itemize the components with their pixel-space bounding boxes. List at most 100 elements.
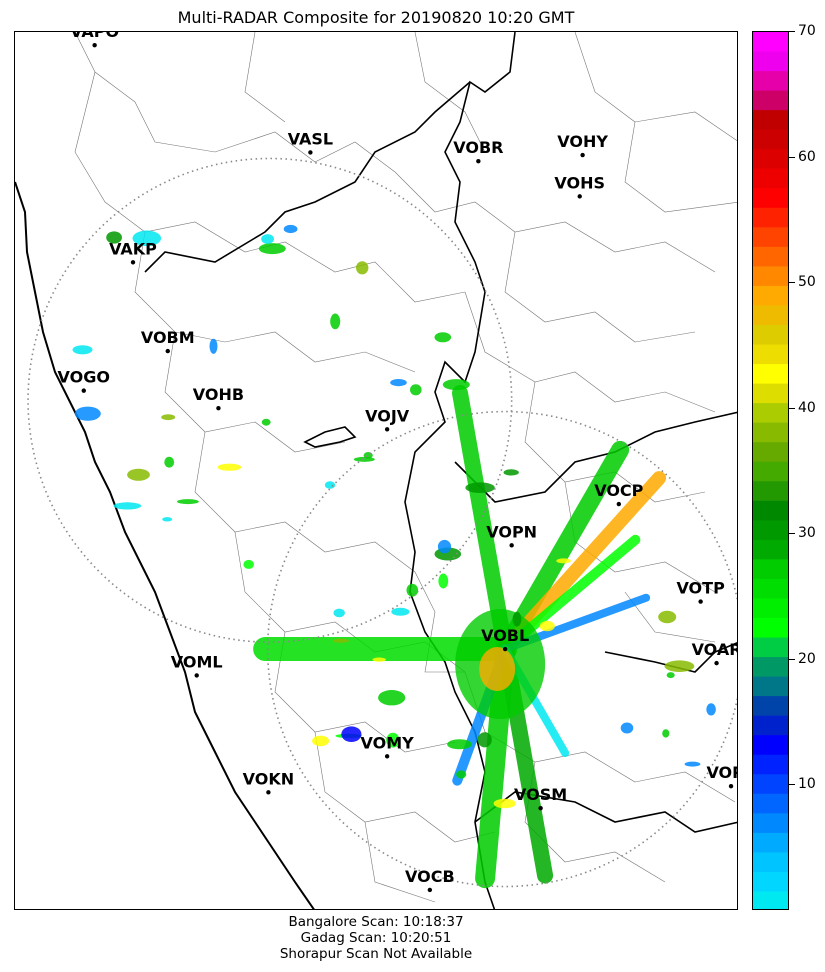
colorbar-tick-label: 30	[798, 525, 816, 542]
station-label-vobm: VOBM	[141, 328, 195, 347]
chart-title: Multi-RADAR Composite for 20190820 10:20…	[177, 8, 575, 27]
colorbar-segment	[753, 51, 788, 72]
echo-cell	[113, 502, 142, 510]
colorbar-segment	[753, 403, 788, 424]
colorbar-segment	[753, 774, 788, 795]
echo-cell	[386, 732, 400, 748]
colorbar-segment	[753, 539, 788, 560]
station-label-vohy: VOHY	[557, 132, 608, 151]
echo-cell	[161, 414, 176, 421]
echo-beam	[496, 440, 630, 659]
echo-cell	[127, 468, 150, 481]
echo-cell	[477, 732, 492, 748]
echo-cell	[164, 456, 175, 468]
colorbar-segment	[753, 149, 788, 170]
reflectivity-echoes	[72, 224, 716, 889]
colorbar-segment	[753, 383, 788, 404]
colorbar-segment	[753, 578, 788, 600]
echo-cell	[132, 230, 162, 247]
colorbar-tick-label: 20	[798, 650, 816, 667]
echo-cell	[456, 770, 467, 779]
echo-cell	[664, 660, 695, 672]
station-label-vobr: VOBR	[453, 138, 503, 157]
station-marker-vokn	[266, 790, 271, 795]
station-marker-vosm	[538, 805, 543, 811]
colorbar-segment	[753, 110, 788, 131]
radar-map-svg: VAPO VASL VOBR VOHY VOHS VAKP VOBM VOGO VOHB VOJV…	[15, 32, 737, 909]
echo-cell	[512, 611, 522, 627]
echo-cell	[410, 384, 422, 396]
station-label-vasl: VASL	[288, 129, 333, 148]
echo-cell	[390, 379, 407, 387]
echo-cell	[442, 379, 470, 391]
range-ring-gadag	[27, 157, 513, 643]
echo-cell	[658, 610, 677, 624]
colorbar-segment	[753, 637, 788, 658]
station-marker-vopc	[728, 783, 734, 789]
echo-cell	[333, 608, 345, 618]
echo-cell	[162, 517, 173, 522]
colorbar-segment	[753, 129, 788, 150]
colorbar-segment	[753, 735, 788, 756]
echo-cell	[662, 729, 670, 738]
colorbar-segment	[753, 676, 788, 697]
echo-cell	[332, 638, 349, 643]
echo-cell	[556, 558, 571, 564]
station-marker-voml	[194, 673, 199, 678]
echo-cell	[391, 607, 410, 616]
station-marker-voar	[714, 660, 719, 666]
scan-footer: Bangalore Scan: 10:18:37 Gadag Scan: 10:…	[14, 914, 738, 962]
echo-cell	[243, 559, 254, 569]
colorbar-segment	[753, 422, 788, 443]
colorbar-segment	[753, 598, 788, 619]
station-marker-vogo	[81, 388, 86, 393]
radar-stations: VAPO VASL VOBR VOHY VOHS VAKP VOBM VOGO VOHB VOJV…	[58, 32, 737, 893]
echo-cell	[261, 234, 274, 244]
station-marker-votp	[698, 599, 703, 604]
echo-cell	[503, 469, 519, 476]
echo-cell	[372, 657, 387, 662]
colorbar-segment	[753, 461, 788, 482]
coastline	[15, 181, 315, 909]
colorbar-segment	[753, 520, 788, 541]
colorbar-segment	[753, 32, 788, 53]
colorbar-svg	[753, 32, 788, 909]
colorbar-segment	[753, 481, 788, 502]
echo-cell	[261, 418, 271, 426]
state-borders	[144, 32, 737, 909]
colorbar-tick-mark	[789, 658, 795, 660]
colorbar-segment	[753, 754, 788, 775]
station-label-vobl: VOBL	[481, 626, 529, 645]
footer-line-bangalore-scan: Bangalore Scan: 10:18:37	[288, 914, 464, 930]
echo-cell	[447, 739, 472, 750]
colorbar-tick-mark	[789, 407, 795, 409]
echo-cell	[493, 798, 516, 809]
colorbar	[752, 31, 789, 910]
colorbar-tick-mark	[789, 156, 795, 158]
echo-cell	[356, 261, 369, 275]
station-marker-vohb	[216, 406, 221, 411]
colorbar-segment	[753, 227, 788, 248]
colorbar-tick-label: 70	[798, 23, 816, 39]
echo-cell	[283, 224, 298, 234]
colorbar-segment	[753, 90, 788, 111]
colorbar-segment	[753, 207, 788, 228]
footer-line-shorapur-scan: Shorapur Scan Not Available	[279, 946, 473, 962]
station-marker-vojv	[384, 427, 390, 432]
colorbar-segment	[753, 285, 788, 307]
station-label-votp: VOTP	[676, 579, 725, 598]
colorbar-tick-mark	[789, 784, 795, 786]
colorbar-segment	[753, 891, 788, 909]
echo-cell	[209, 338, 218, 354]
echo-cell	[324, 481, 336, 489]
colorbar-segment	[753, 696, 788, 717]
station-marker-vobm	[165, 348, 170, 354]
colorbar-segment	[753, 266, 788, 287]
colorbar-segment	[753, 442, 788, 463]
colorbar-tick-label: 40	[798, 399, 816, 416]
echo-cell	[106, 231, 122, 244]
echo-beam	[498, 471, 667, 657]
echo-core	[479, 647, 516, 692]
station-label-vopn: VOPN	[486, 522, 537, 541]
station-marker-vopn	[509, 543, 514, 548]
